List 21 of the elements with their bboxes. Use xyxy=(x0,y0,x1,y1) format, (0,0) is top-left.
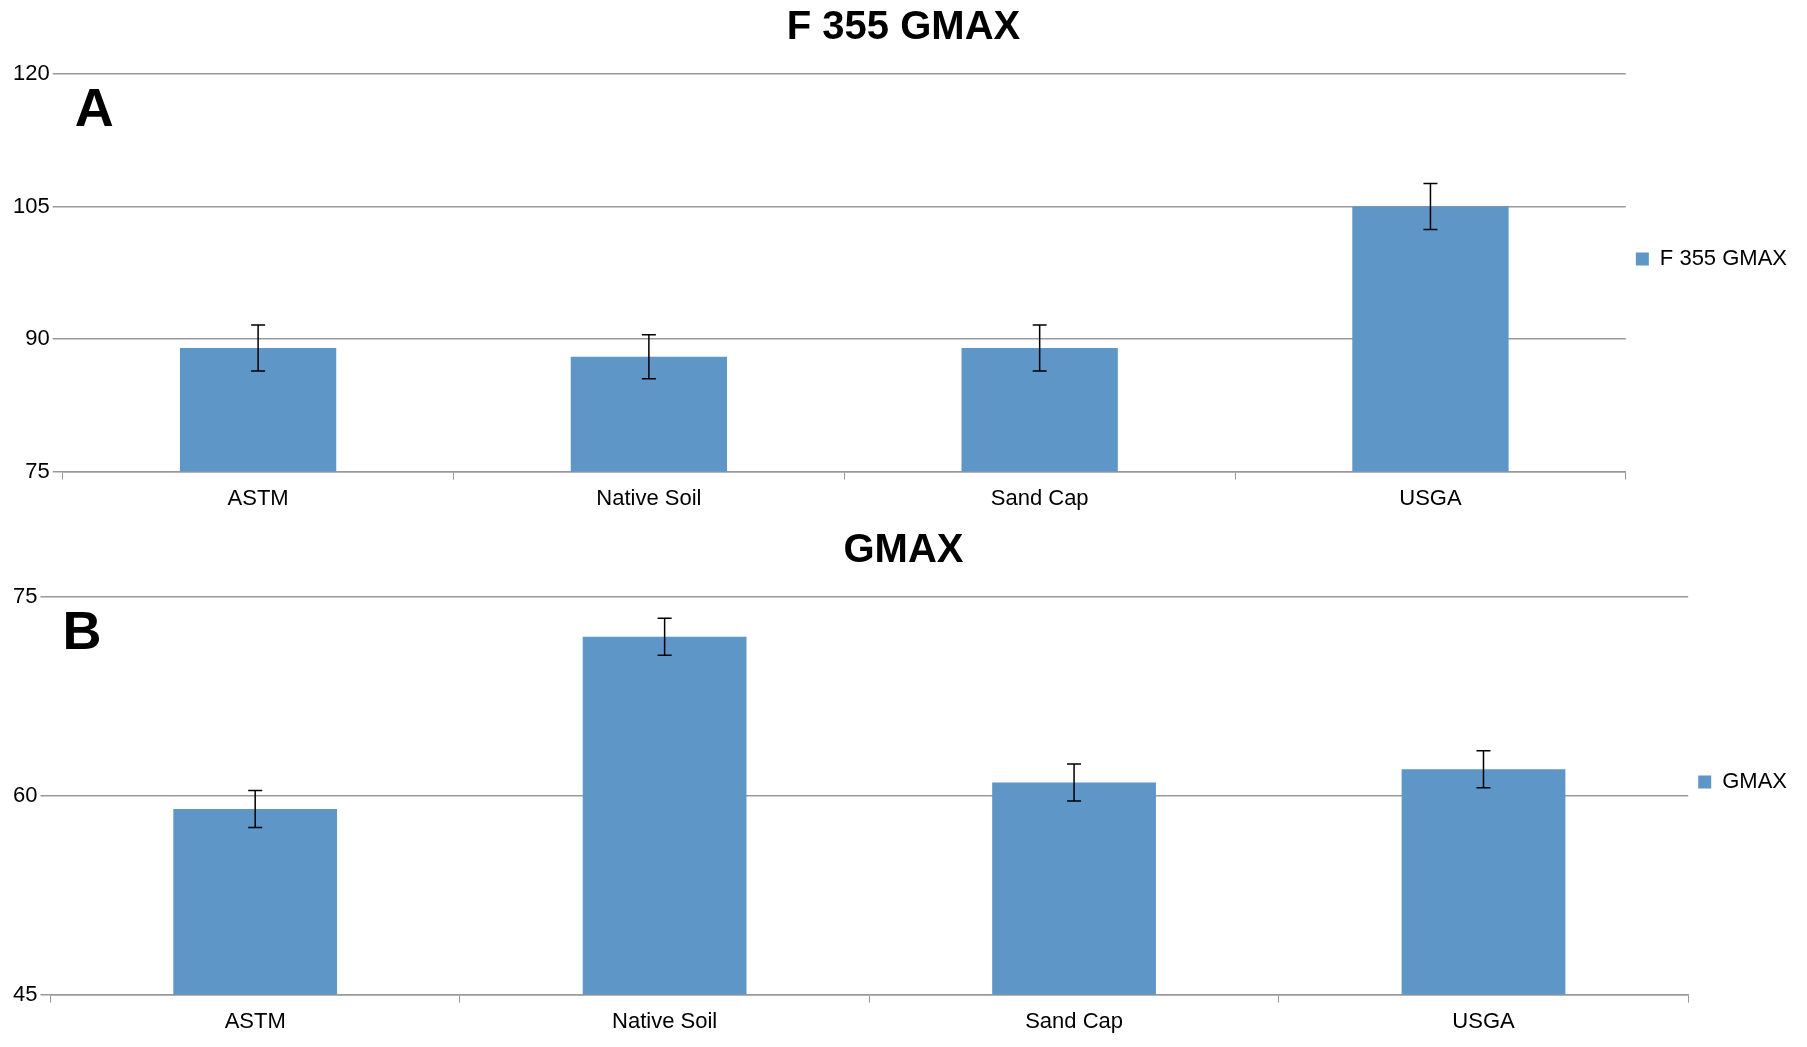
y-tick-label: 45 xyxy=(12,980,38,1006)
legend-label: F 355 GMAX xyxy=(1659,245,1788,271)
x-tick-label: Sand Cap xyxy=(990,484,1089,510)
x-tick-label: ASTM xyxy=(224,1007,286,1033)
x-tick-label: USGA xyxy=(1399,484,1462,510)
x-tick-label: Sand Cap xyxy=(1025,1007,1123,1033)
y-tick-label: 60 xyxy=(12,781,38,807)
y-tick-label: 120 xyxy=(12,60,50,86)
x-tick-label: USGA xyxy=(1452,1007,1515,1033)
y-tick-label: 75 xyxy=(12,583,38,609)
chart-title: GMAX xyxy=(843,526,964,571)
chart-title: F 355 GMAX xyxy=(786,3,1021,48)
x-tick-label: Native Soil xyxy=(596,484,702,510)
legend-label: GMAX xyxy=(1722,768,1788,794)
x-tick-label: ASTM xyxy=(227,484,289,510)
y-tick-label: 105 xyxy=(12,192,50,218)
annotation: B xyxy=(62,599,102,660)
annotation: A xyxy=(74,76,114,137)
y-tick-label: 75 xyxy=(25,457,50,483)
x-tick-label: Native Soil xyxy=(612,1007,718,1033)
y-tick-label: 90 xyxy=(25,325,50,351)
